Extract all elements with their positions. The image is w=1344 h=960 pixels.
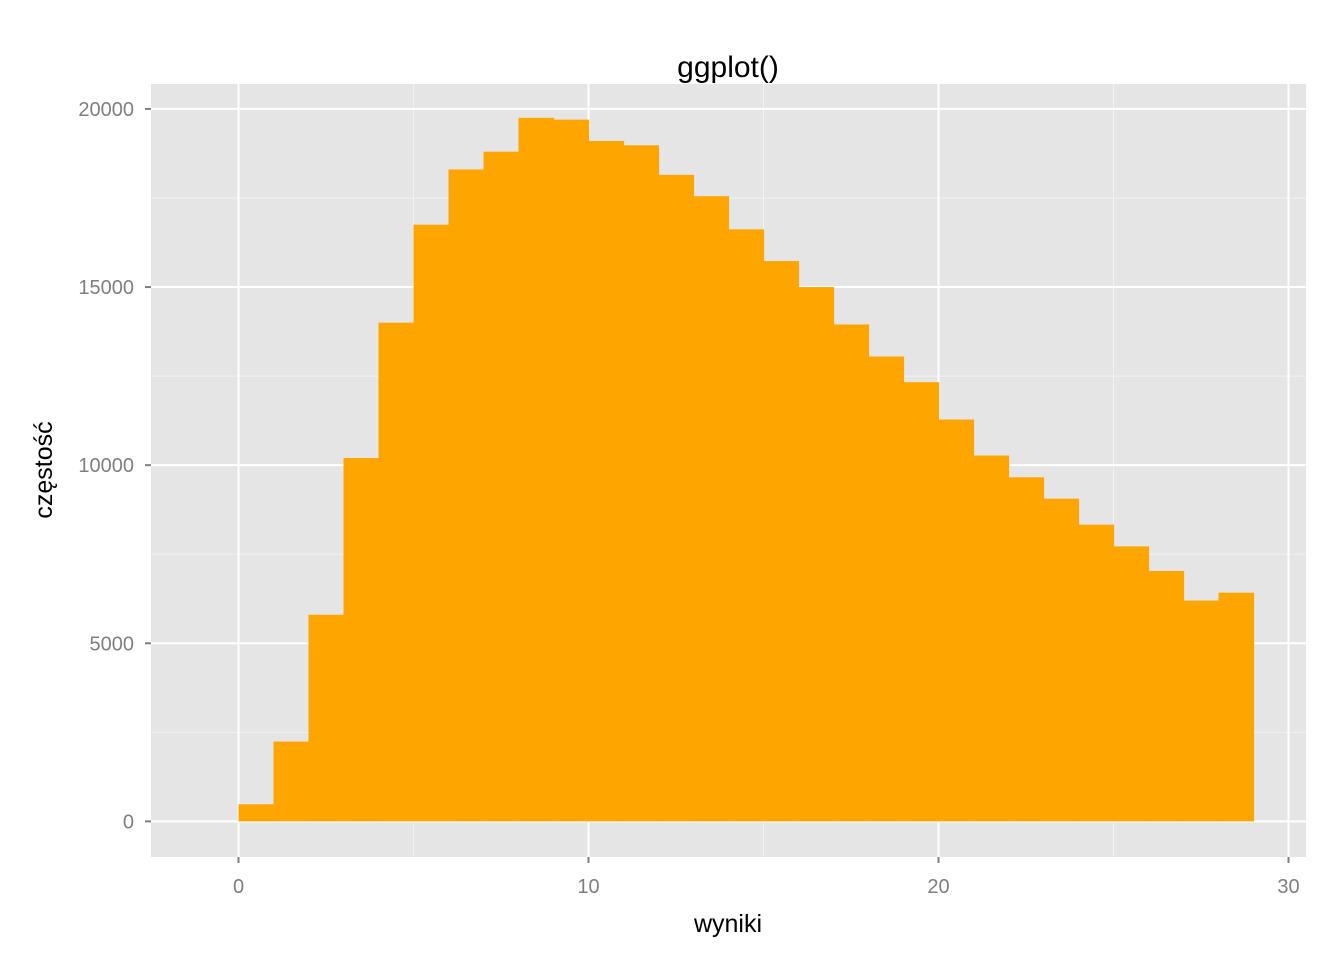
- histogram-bar-15: [763, 261, 800, 822]
- histogram-bar-25: [1113, 546, 1150, 822]
- x-axis-ticks: 0 10 20 30: [233, 857, 1300, 898]
- x-tick-label-2: 20: [927, 876, 949, 898]
- histogram-bar-0: [238, 804, 275, 822]
- histogram-bar-12: [658, 174, 695, 822]
- histogram-bar-10: [588, 140, 625, 822]
- histogram-bar-21: [973, 455, 1010, 822]
- y-axis-title: częstość: [30, 421, 58, 518]
- histogram-bar-17: [833, 324, 870, 822]
- histogram-bar-14: [728, 229, 765, 822]
- y-tick-label-4: 20000: [78, 99, 134, 121]
- histogram-bar-6: [448, 169, 485, 822]
- histogram-bar-5: [413, 224, 450, 822]
- histogram-bar-9: [553, 119, 590, 822]
- histogram-bars: [238, 117, 1255, 822]
- y-tick-label-3: 15000: [78, 277, 134, 299]
- y-tick-label-2: 10000: [78, 455, 134, 477]
- histogram-bar-3: [343, 458, 380, 822]
- histogram-bar-16: [798, 287, 835, 822]
- x-axis-title: wyniki: [693, 910, 762, 938]
- histogram-bar-23: [1043, 498, 1080, 822]
- histogram-bar-8: [518, 117, 555, 822]
- histogram-bar-11: [623, 145, 660, 822]
- histogram-bar-18: [868, 356, 905, 822]
- histogram-bar-7: [483, 151, 520, 822]
- histogram-bar-22: [1008, 477, 1045, 822]
- histogram-bar-13: [693, 196, 730, 822]
- y-axis-ticks: 0 5000 10000 15000 20000: [78, 99, 151, 833]
- x-tick-label-3: 30: [1277, 876, 1299, 898]
- histogram-bar-1: [273, 741, 310, 822]
- chart-title: ggplot(): [677, 51, 779, 84]
- histogram-bar-27: [1183, 600, 1220, 822]
- x-tick-label-0: 0: [233, 876, 244, 898]
- histogram-bar-28: [1218, 592, 1255, 822]
- y-tick-label-1: 5000: [90, 633, 135, 655]
- histogram-bar-24: [1078, 524, 1115, 822]
- histogram-bar-20: [938, 419, 975, 822]
- histogram-bar-2: [308, 614, 345, 822]
- histogram-bar-26: [1148, 570, 1185, 822]
- histogram-bar-19: [903, 382, 940, 822]
- x-tick-label-1: 10: [577, 876, 599, 898]
- y-tick-label-0: 0: [123, 811, 134, 833]
- histogram-bar-4: [378, 322, 415, 822]
